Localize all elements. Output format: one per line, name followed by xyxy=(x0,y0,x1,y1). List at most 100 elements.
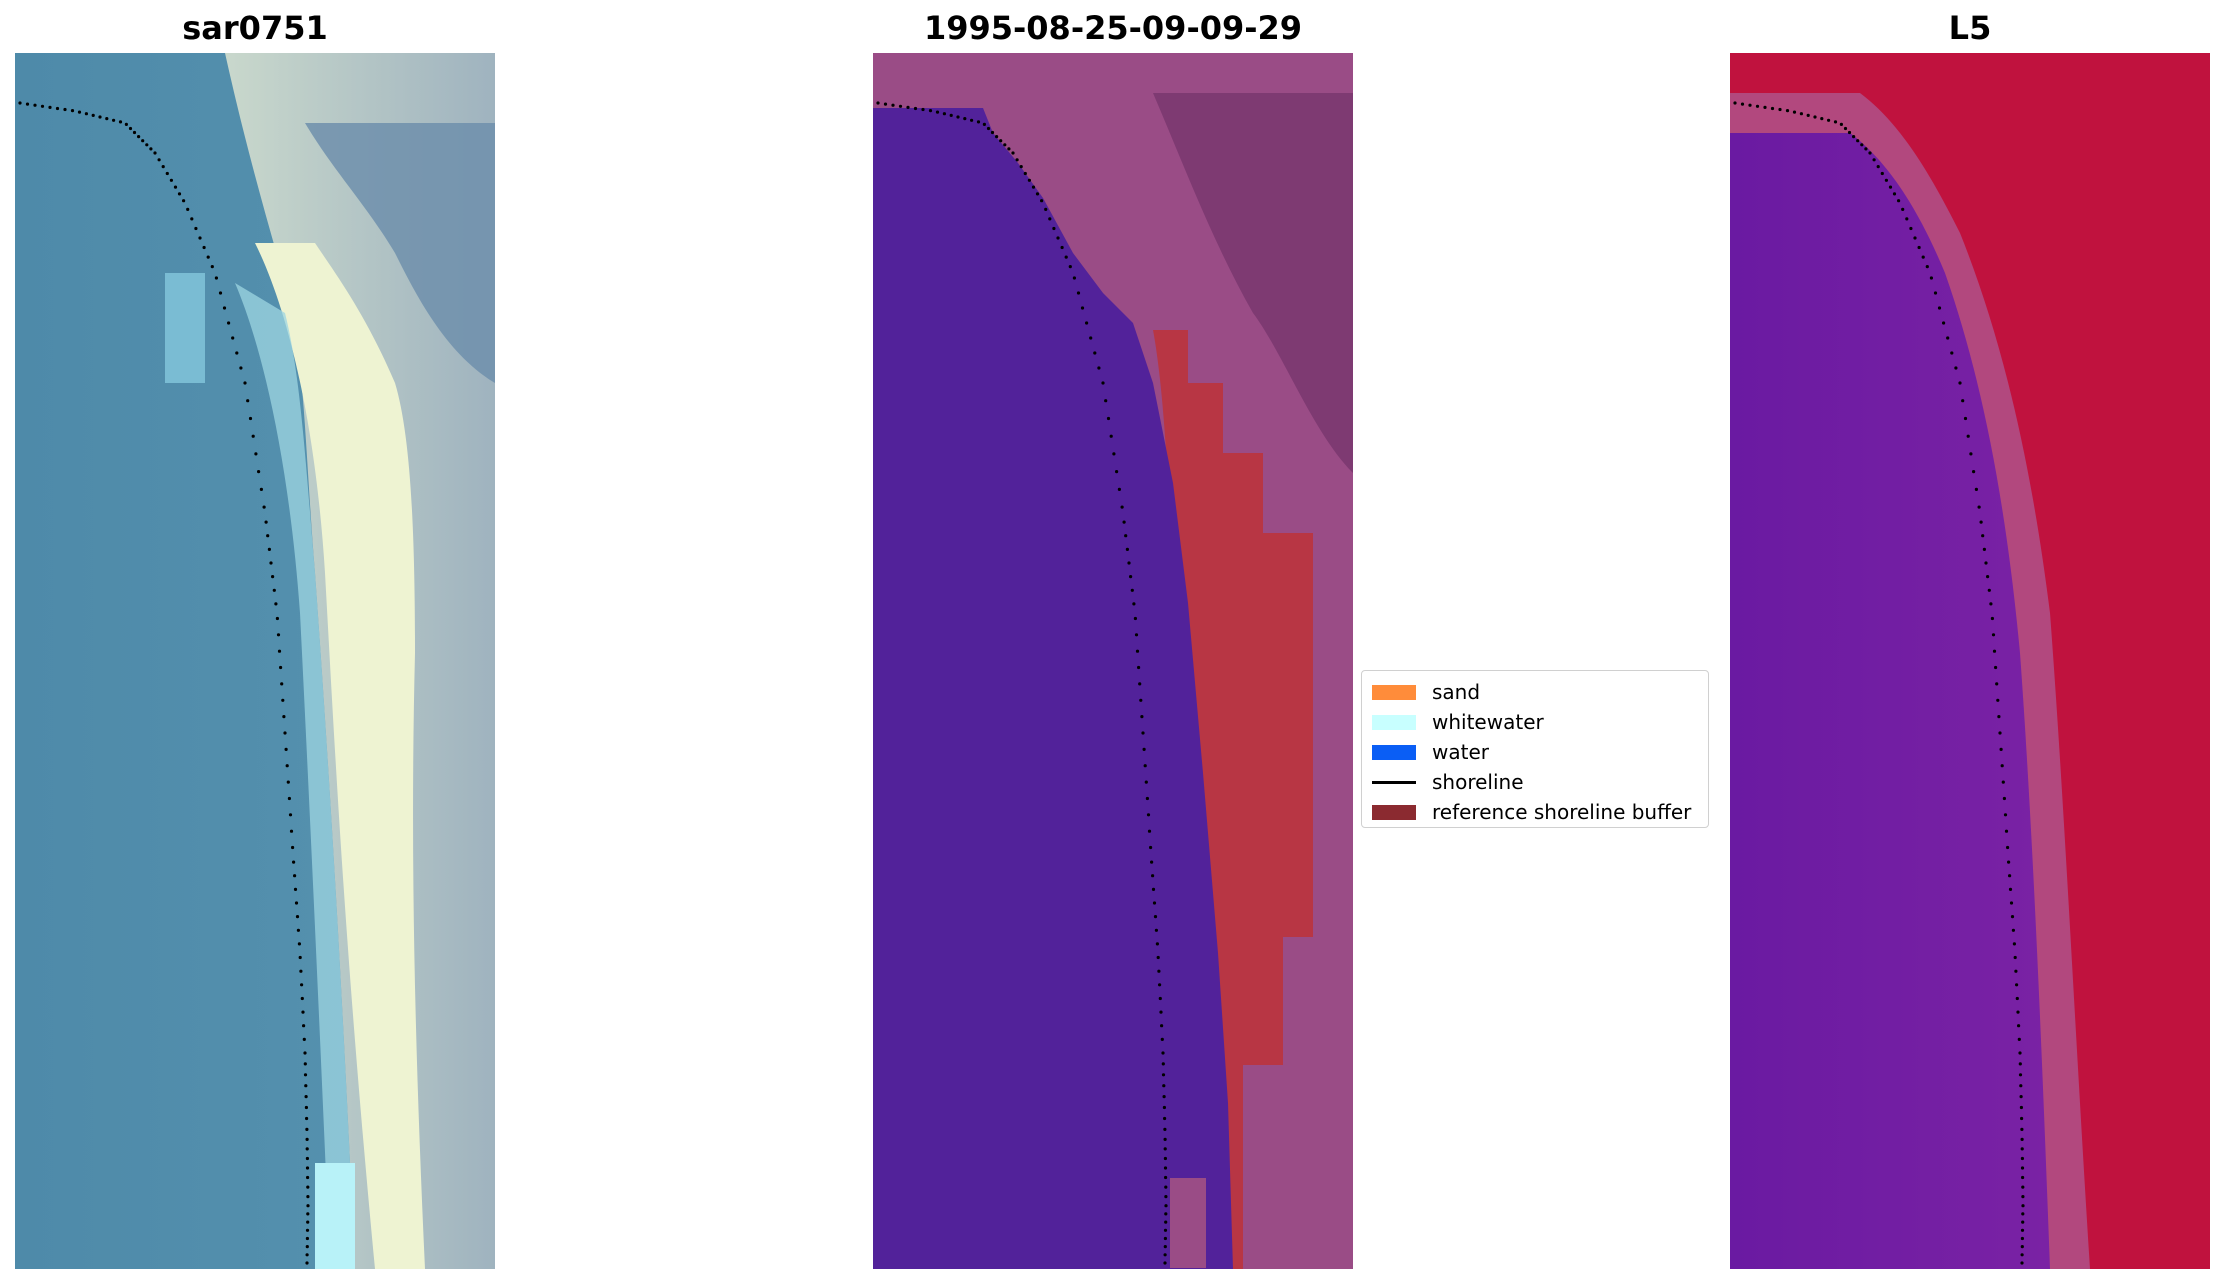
shoreline-dot xyxy=(246,399,250,403)
shoreline-dot xyxy=(1992,649,1997,653)
shoreline-dot xyxy=(1163,1228,1168,1232)
shoreline-dot xyxy=(1778,107,1782,112)
shoreline-dot xyxy=(1048,217,1052,221)
shoreline-dot xyxy=(287,796,291,801)
shoreline-dot xyxy=(295,915,300,919)
shoreline-dot xyxy=(1913,236,1917,240)
shoreline-dot xyxy=(2021,1220,2025,1224)
shoreline-dot xyxy=(304,1095,308,1099)
shoreline-dot xyxy=(1019,165,1023,169)
shoreline-dot xyxy=(277,649,282,653)
shoreline-dot xyxy=(1163,1147,1167,1151)
shoreline-dot xyxy=(254,452,258,456)
shoreline-dot xyxy=(305,1236,309,1241)
shoreline-dot xyxy=(1158,996,1162,1001)
shoreline-dot xyxy=(976,120,981,124)
shoreline-dot xyxy=(1151,887,1156,892)
shoreline-dot xyxy=(1160,1024,1164,1028)
shoreline-dot xyxy=(2021,1175,2025,1180)
shoreline-dot xyxy=(1149,845,1153,850)
shoreline-dot xyxy=(1080,306,1085,310)
shoreline-dot xyxy=(1093,351,1097,355)
shoreline-dot xyxy=(1897,199,1901,203)
shoreline-dot xyxy=(1984,561,1988,565)
shoreline-dot xyxy=(1151,874,1155,878)
shoreline-dot xyxy=(248,416,253,421)
index-image-panel xyxy=(1730,53,2210,1269)
shoreline-dot xyxy=(1977,505,1981,509)
classification-panel xyxy=(873,53,1353,1269)
shoreline-dot xyxy=(306,1204,310,1208)
shoreline-dot xyxy=(2020,1127,2024,1131)
shoreline-dot xyxy=(262,505,266,509)
shoreline-dot xyxy=(2009,901,2014,905)
shoreline-dot xyxy=(1950,351,1954,355)
shoreline-dot xyxy=(928,109,933,113)
shoreline-dot xyxy=(1040,199,1044,203)
shoreline-dot xyxy=(1035,192,1040,196)
shoreline-dot xyxy=(257,470,261,474)
shoreline-dot xyxy=(1162,1095,1166,1099)
shoreline-dot xyxy=(2018,1062,2022,1066)
shoreline-dot xyxy=(306,1212,310,1216)
shoreline-dot xyxy=(1007,147,1011,151)
shoreline-dot xyxy=(1843,126,1848,131)
shoreline-dot xyxy=(33,103,37,107)
shoreline-dot xyxy=(1876,165,1880,169)
shoreline-dot xyxy=(304,1105,308,1110)
shoreline-dot xyxy=(214,276,218,280)
shoreline-dot xyxy=(1163,1261,1167,1265)
shoreline-dot xyxy=(1164,1220,1168,1224)
shoreline-dot xyxy=(194,226,198,231)
shoreline-dot xyxy=(1163,1236,1167,1241)
shoreline-dot xyxy=(145,143,149,147)
shoreline-dot xyxy=(302,1024,306,1028)
shoreline-dot xyxy=(1833,120,1838,124)
shoreline-dot xyxy=(118,120,123,124)
shoreline-dot xyxy=(161,165,165,169)
shoreline-dot xyxy=(1068,265,1072,269)
shoreline-dot xyxy=(2008,887,2013,892)
shoreline-dot xyxy=(2007,860,2011,864)
shoreline-dot xyxy=(2020,1166,2025,1170)
shoreline-dot xyxy=(1981,534,1985,538)
shoreline-dot xyxy=(202,245,206,250)
shoreline-dots xyxy=(18,101,310,1265)
shoreline-dot xyxy=(303,1051,307,1055)
shoreline-dot xyxy=(1852,135,1856,139)
shoreline-dot xyxy=(1145,796,1149,801)
shoreline-dot xyxy=(2020,1261,2024,1265)
class-land-patch xyxy=(1170,1178,1206,1268)
shoreline-dot xyxy=(1792,110,1797,114)
shoreline-dot xyxy=(1097,366,1101,370)
shoreline-dot xyxy=(1160,1037,1164,1041)
shoreline-dots xyxy=(876,101,1168,1265)
shoreline-dot xyxy=(1972,470,1976,474)
shoreline-dot xyxy=(1155,942,1159,946)
shoreline-dot xyxy=(1925,265,1929,269)
shoreline-dot xyxy=(55,106,60,111)
shoreline-dot xyxy=(2012,942,2016,946)
shoreline-dot xyxy=(1138,682,1142,686)
shoreline-dot xyxy=(1139,698,1143,702)
shoreline-dot xyxy=(303,1073,308,1077)
shoreline-dot xyxy=(1133,616,1137,621)
shoreline-dot xyxy=(1982,547,1986,551)
shoreline-dot xyxy=(1839,122,1843,126)
shoreline-dot xyxy=(190,217,194,221)
shoreline-dot xyxy=(1996,698,2000,702)
shoreline-dot xyxy=(266,534,270,538)
shoreline-dot xyxy=(227,321,231,325)
shoreline-dot xyxy=(306,1175,310,1180)
legend-swatch-whitewater xyxy=(1372,714,1416,730)
shoreline-dot xyxy=(2020,1116,2024,1121)
shoreline-dot xyxy=(2020,1236,2024,1241)
shoreline-dot xyxy=(305,1228,310,1232)
shoreline-dot xyxy=(305,1147,309,1151)
shoreline-dot xyxy=(1130,588,1134,592)
shoreline-dot xyxy=(1991,633,1996,637)
shoreline-dot xyxy=(267,547,271,551)
shoreline-dot xyxy=(1966,434,1970,438)
legend-swatch-shoreline xyxy=(1372,780,1416,784)
shoreline-dot xyxy=(2021,1195,2025,1199)
